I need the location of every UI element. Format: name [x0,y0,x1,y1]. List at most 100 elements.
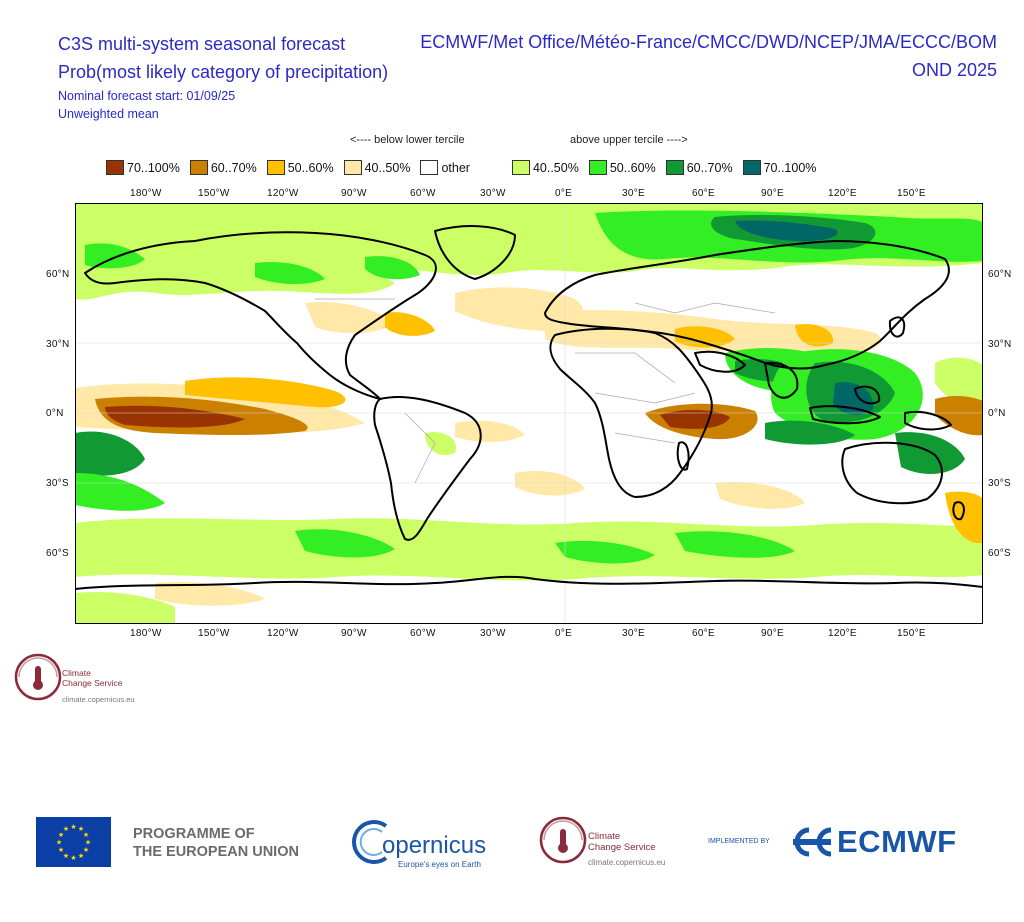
legend-item: 40..50% [343,160,410,175]
eu-programme-line2: THE EUROPEAN UNION [133,844,299,860]
lon-label-bottom: 150°E [897,628,926,639]
ccs-logo-bottom [538,815,588,865]
svg-text:★: ★ [85,839,91,847]
lon-label-bottom: 180°W [130,628,162,639]
copernicus-c-icon [352,820,388,864]
ecmwf-wordmark: ECMWF [837,824,957,859]
lon-label-bottom: 30°E [622,628,645,639]
legend-swatch [189,160,208,175]
coastline-greenland [434,225,516,280]
lon-label-top: 60°W [410,188,436,199]
thermometer-icon [539,816,587,864]
field-hudson-green [365,256,420,280]
field-antarctic-light-green [75,591,175,624]
mean-type: Unweighted mean [58,107,159,121]
coastline-africa [549,327,713,498]
coastlines [75,225,983,590]
lat-label-right: 30°S [988,478,1011,489]
svg-text:★: ★ [63,852,69,860]
lon-label-bottom: 90°W [341,628,367,639]
map-frame [75,203,983,624]
lat-label-right: 60°N [988,269,1012,280]
field-west-pacific-light-green [935,357,983,405]
legend-item: 50..60% [588,160,656,175]
thermometer-icon [14,653,62,701]
lon-label-top: 180°W [130,188,162,199]
map-title: C3S multi-system seasonal forecast [58,34,346,54]
legend-swatch [588,160,607,175]
country-borders [315,298,776,484]
ccs-top-line2: Change Service [62,678,123,688]
field-antarctic-light-yellow [155,581,265,606]
legend-swatch [106,160,124,175]
legend-swatch [665,160,684,175]
legend-above-header: above upper tercile ----> [570,134,688,146]
field-south-indian-light-yellow [715,482,805,509]
lon-label-top: 150°W [198,188,230,199]
coastline-japan [888,316,906,338]
field-siberia-teal [735,220,838,242]
lon-label-bottom: 150°W [198,628,230,639]
lon-label-bottom: 30°W [480,628,506,639]
eu-programme-line1: PROGRAMME OF [133,826,255,842]
lat-label-right: 0°N [988,408,1006,419]
ccs-bottom-url: climate.copernicus.eu [588,858,666,867]
svg-text:★: ★ [63,825,69,833]
ccs-top-line1: Climate [62,668,91,678]
svg-text:★: ★ [58,846,64,854]
eu-flag-icon: ★ ★ ★ ★ ★ ★ ★ ★ ★ ★ ★ ★ [36,817,111,867]
ccs-bottom-line2: Change Service [588,842,656,853]
field-alaska-green [85,243,145,269]
legend-item: 70..100% [106,160,180,175]
legend-item: 70..100% [742,160,816,175]
field-north-pacific-light-green [75,239,395,300]
legend-swatch [343,160,362,175]
lon-label-bottom: 120°W [267,628,299,639]
coastline-arabia [694,350,746,373]
svg-text:★: ★ [70,854,76,862]
ecmwf-wave-icon [793,827,832,857]
lat-label-right: 30°N [988,339,1012,350]
svg-text:★: ★ [78,825,84,833]
ccs-logo-top [13,652,63,702]
lat-label-left: 60°N [46,269,70,280]
season-label: OND 2025 [911,60,997,80]
copernicus-wordmark: opernicus [382,832,487,859]
copernicus-logo: opernicus Europe's eyes on Earth [352,818,500,870]
field-south-pacific-green [75,473,165,511]
probability-fields [75,203,983,624]
coastline-north-america [84,231,437,400]
svg-text:★: ★ [83,831,89,839]
legend-item: 50..60% [266,160,334,175]
field-china-yellow [795,324,834,347]
field-us-light-yellow [305,301,395,334]
legend-item: 40..50% [511,160,579,175]
ccs-bottom-line1: Climate [588,831,621,842]
coastline-india [764,361,799,399]
legend-item: 60..70% [189,160,257,175]
lon-label-bottom: 60°E [692,628,715,639]
field-central-pacific-yellow [185,377,346,408]
coastline-new-zealand [952,501,965,521]
lon-label-top: 150°E [897,188,926,199]
svg-text:★: ★ [58,831,64,839]
implemented-by: IMPLEMENTED BY [708,838,770,845]
coastline-borneo [854,385,881,405]
map-subtitle: Prob(most likely category of precipitati… [58,62,389,82]
svg-text:★: ★ [70,823,76,831]
field-southern-light-green [75,518,983,581]
field-mideast-yellow [675,326,735,348]
models-list: ECMWF/Met Office/Météo-France/CMCC/DWD/N… [420,32,997,52]
coastline-australia [841,441,943,505]
forecast-start: Nominal forecast start: 01/09/25 [58,89,236,103]
legend-swatch [511,160,530,175]
field-atlantic-light-yellow [455,420,525,442]
lon-label-top: 60°E [692,188,715,199]
legend: 70..100% 60..70% 50..60% 40..50% other 4… [106,160,826,175]
ccs-top-url: climate.copernicus.eu [62,695,135,704]
legend-item: other [420,160,470,175]
lat-label-left: 0°N [46,408,64,419]
lat-label-left: 60°S [46,548,69,559]
coastline-south-america [373,396,482,541]
lon-label-top: 120°E [828,188,857,199]
